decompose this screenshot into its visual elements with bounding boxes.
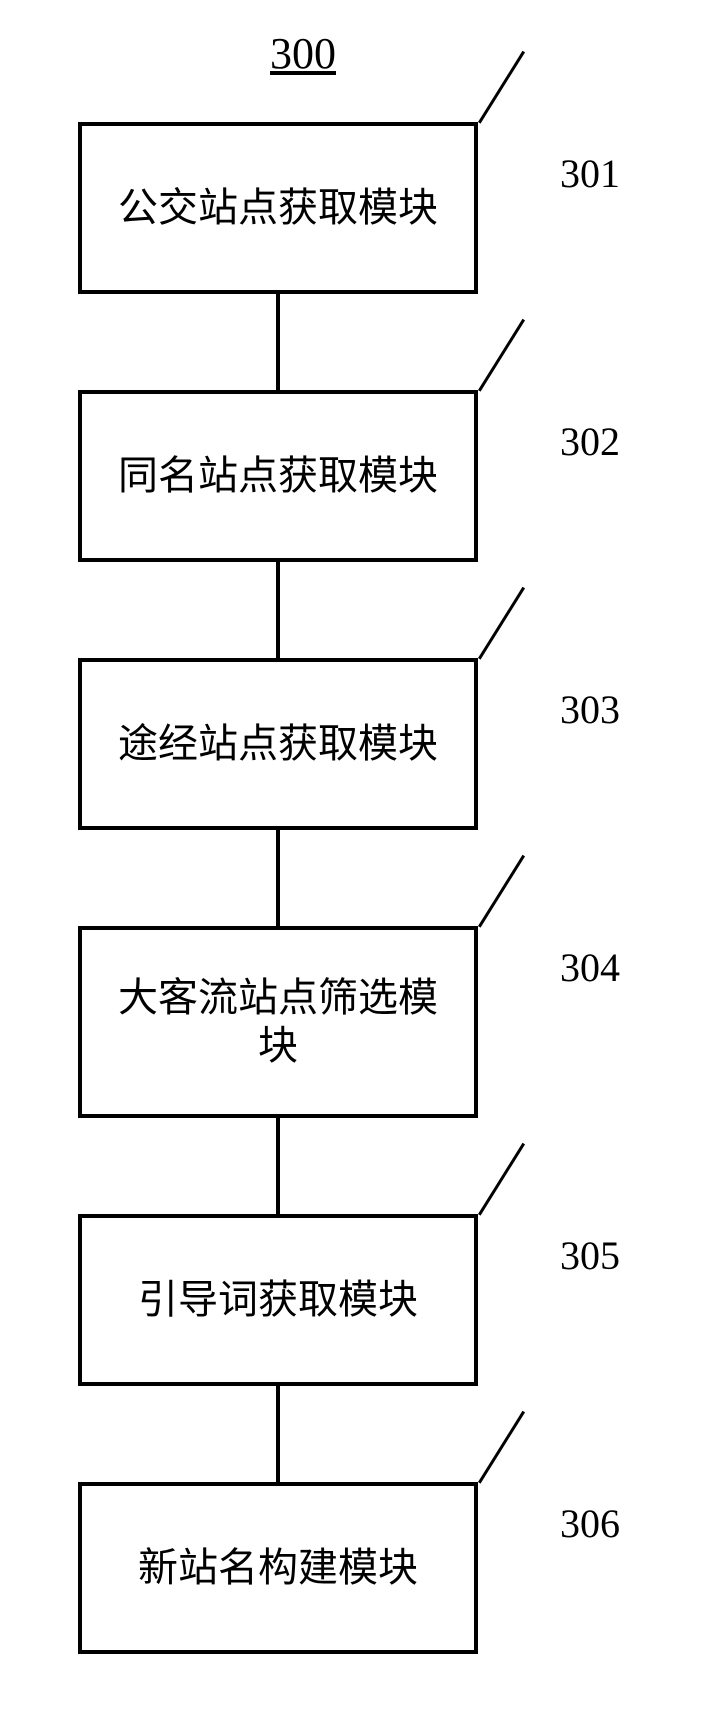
flow-node-text: 新站名构建模块 <box>138 1544 418 1592</box>
flow-node-text: 大客流站点筛选模块 <box>102 974 454 1070</box>
flow-node-id-label: 301 <box>560 150 620 197</box>
flow-node: 公交站点获取模块 <box>78 122 478 294</box>
flow-node-id-label: 302 <box>560 418 620 465</box>
flow-node-id-label: 305 <box>560 1232 620 1279</box>
flow-node: 途经站点获取模块 <box>78 658 478 830</box>
flow-connector <box>276 294 280 390</box>
leader-line <box>478 1143 525 1216</box>
flow-connector <box>276 830 280 926</box>
flow-node-text: 同名站点获取模块 <box>118 452 438 500</box>
diagram-title: 300 <box>270 28 336 79</box>
flow-node: 新站名构建模块 <box>78 1482 478 1654</box>
flow-connector <box>276 1118 280 1214</box>
flow-node-text: 公交站点获取模块 <box>118 184 438 232</box>
flow-node-text: 途经站点获取模块 <box>118 720 438 768</box>
leader-line <box>478 319 525 392</box>
flow-node: 引导词获取模块 <box>78 1214 478 1386</box>
leader-line <box>478 1411 525 1484</box>
flow-node: 大客流站点筛选模块 <box>78 926 478 1118</box>
flow-connector <box>276 562 280 658</box>
leader-line <box>478 855 525 928</box>
leader-line <box>478 587 525 660</box>
leader-line <box>478 51 525 124</box>
flow-connector <box>276 1386 280 1482</box>
flow-node: 同名站点获取模块 <box>78 390 478 562</box>
flow-node-id-label: 304 <box>560 944 620 991</box>
flow-node-id-label: 303 <box>560 686 620 733</box>
flow-node-text: 引导词获取模块 <box>138 1276 418 1324</box>
flow-node-id-label: 306 <box>560 1500 620 1547</box>
